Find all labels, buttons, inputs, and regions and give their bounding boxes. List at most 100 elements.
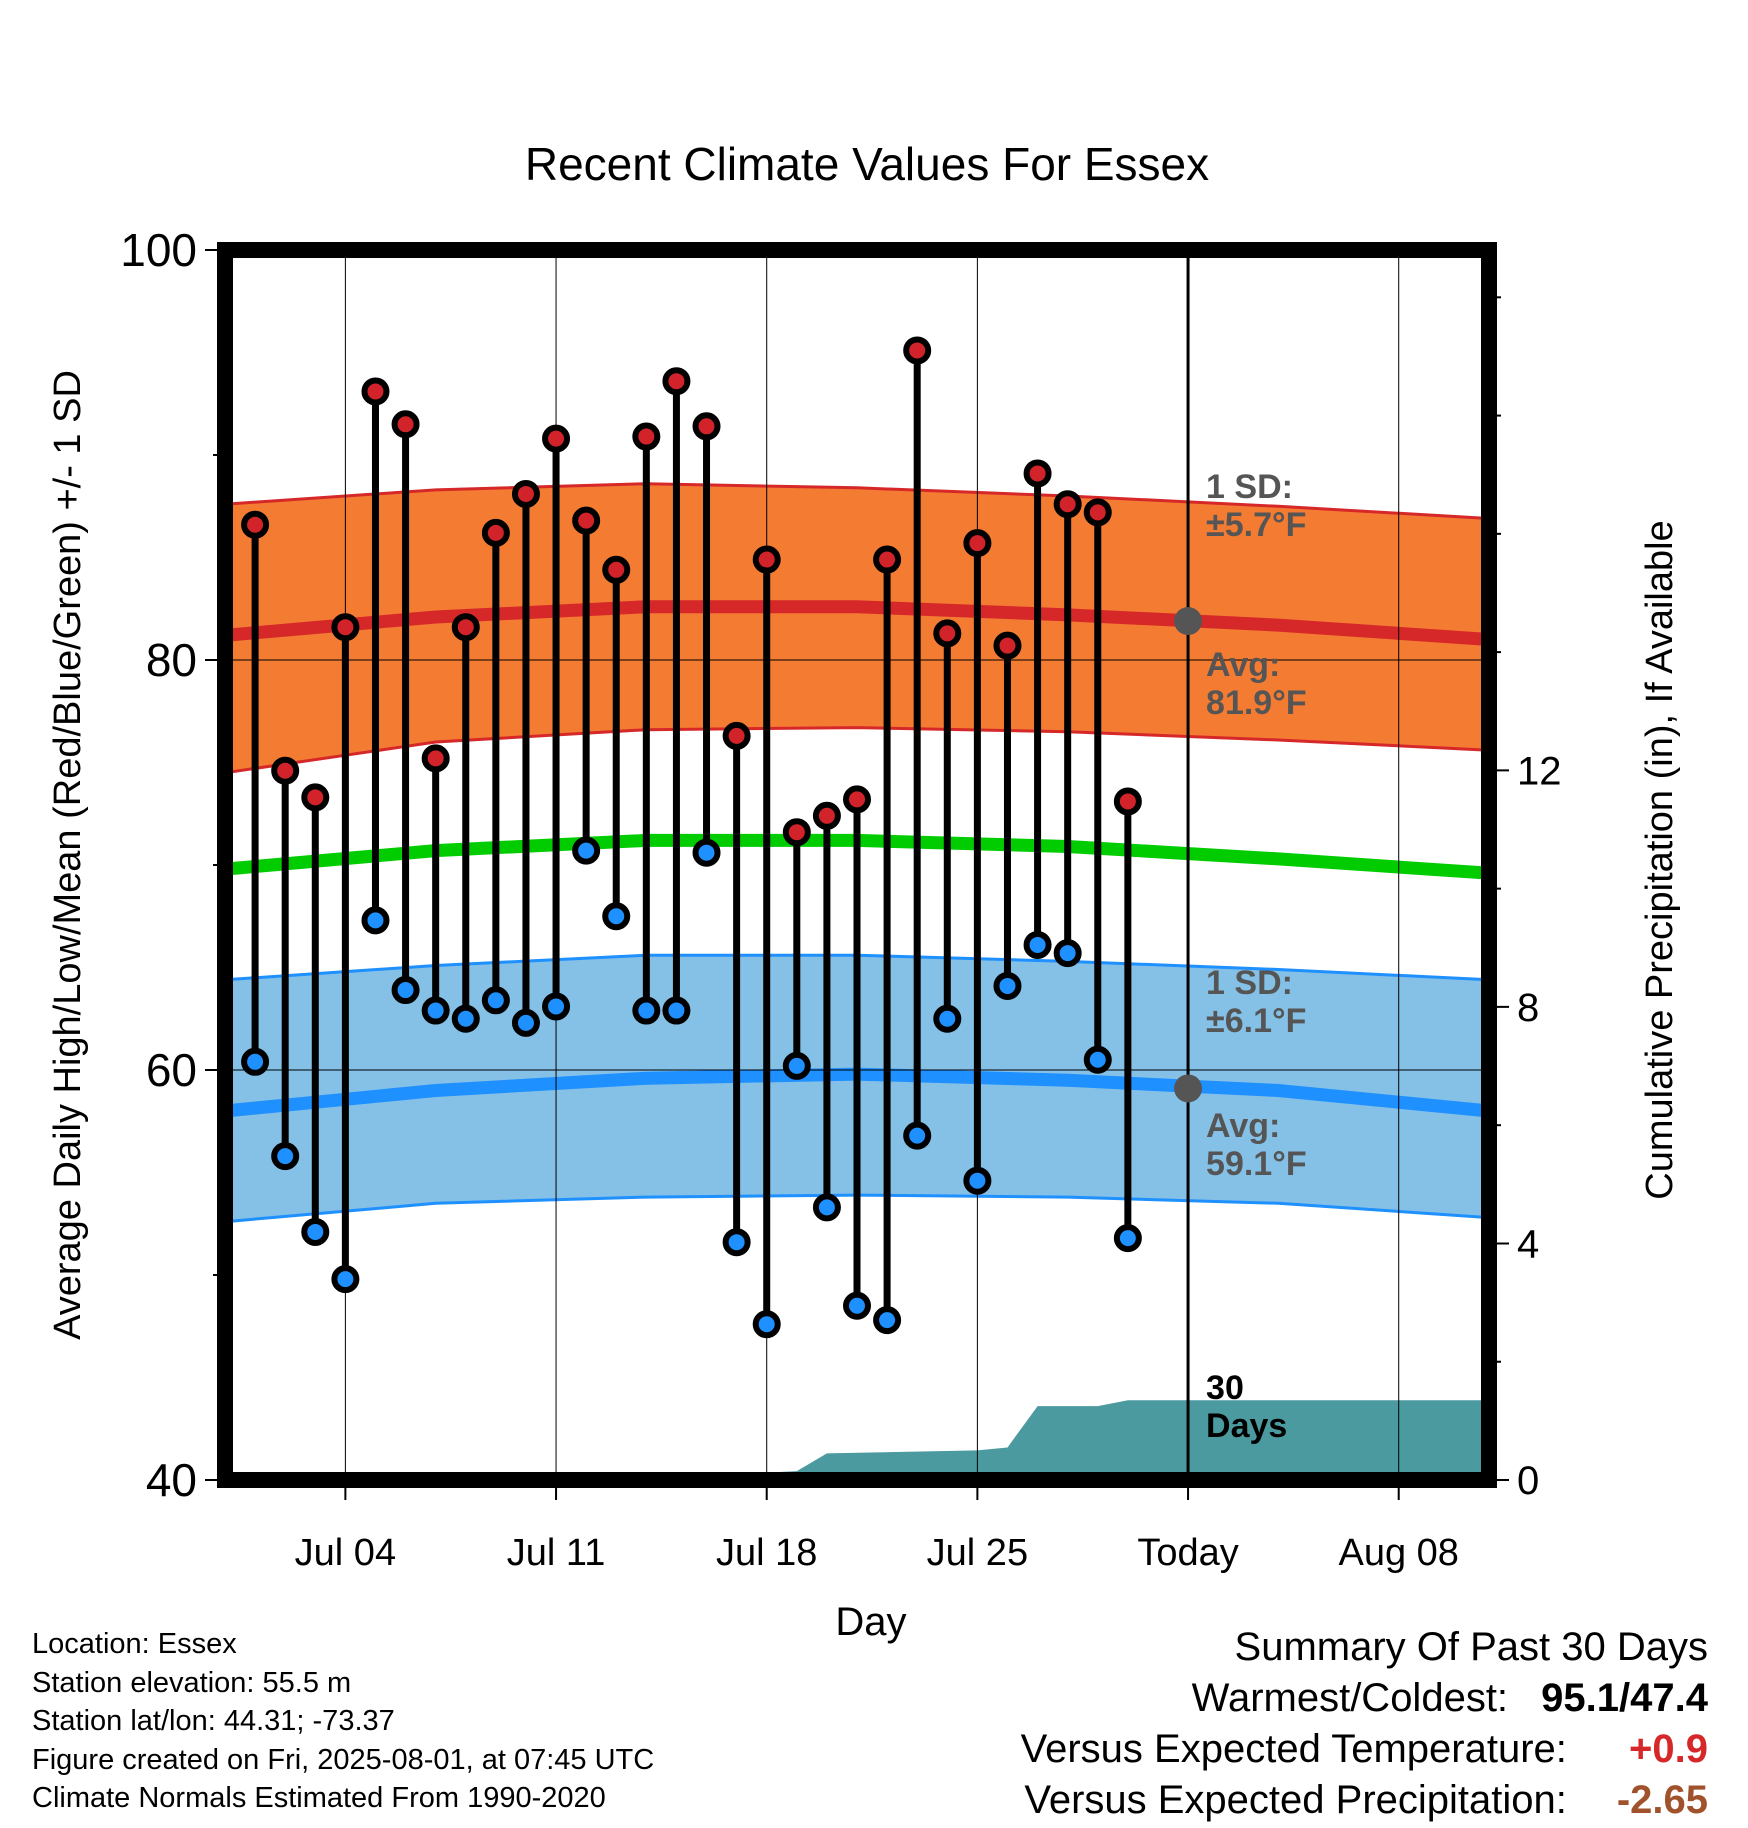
daily-high-point (451, 613, 480, 642)
y-left-tick-label: 40 (146, 1454, 197, 1506)
high-sd-upper-line (224, 482, 1490, 520)
today-low-avg-marker (1174, 1074, 1203, 1103)
daily-low-point (692, 838, 721, 867)
warm-cold-value: 95.1/47.4 (1541, 1676, 1708, 1720)
warm-cold-label: Warmest/Coldest: (1191, 1676, 1509, 1720)
daily-high-point (903, 336, 932, 365)
precip-value: -2.65 (1616, 1778, 1708, 1822)
y-left-tick-label: 100 (120, 224, 197, 276)
daily-low-point (602, 902, 631, 931)
x-tick-label: Aug 08 (1338, 1532, 1458, 1574)
temp-label: Versus Expected Temperature: (1020, 1727, 1567, 1771)
daily-low-point (782, 1051, 811, 1080)
daily-high-point (933, 619, 962, 648)
daily-high-point (1053, 490, 1082, 519)
days-annotation: 30 Days (1206, 1369, 1287, 1445)
daily-low-point (1053, 939, 1082, 968)
precip-label: Versus Expected Precipitation: (1024, 1778, 1567, 1822)
low-avg-annotation: Avg: 59.1°F (1206, 1107, 1307, 1183)
daily-low-point (301, 1217, 330, 1246)
created-text: Figure created on Fri, 2025-08-01, at 07… (32, 1743, 655, 1776)
daily-high-point (391, 410, 420, 439)
y-axis-left-label: Average Daily High/Low/Mean (Red/Blue/Gr… (47, 370, 89, 1340)
daily-low-point (451, 1004, 480, 1033)
high-avg-annotation: Avg: 81.9°F (1206, 646, 1307, 722)
precip-area (225, 1400, 1489, 1480)
daily-low-point (271, 1142, 300, 1171)
daily-low-point (843, 1291, 871, 1320)
daily-high-point (1113, 787, 1142, 816)
summary-temp: Versus Expected Temperature: +0.9 (1021, 1724, 1708, 1775)
daily-high-point (572, 506, 601, 535)
summary-panel: Summary Of Past 30 Days Warmest/Coldest:… (1021, 1622, 1708, 1826)
high-sd-annotation: 1 SD: ±5.7°F (1206, 468, 1306, 544)
daily-high-point (1083, 498, 1112, 527)
y-right-tick-label: 4 (1517, 1222, 1539, 1266)
x-tick-label: Jul 11 (507, 1532, 606, 1574)
daily-low-point (1083, 1045, 1112, 1074)
y-right-tick-label: 12 (1517, 749, 1562, 793)
daily-high-point (542, 424, 571, 453)
daily-high-point (331, 613, 360, 642)
daily-high-point (843, 785, 871, 814)
y-axis-right-label: Cumulative Precipitation (in), If Availa… (1639, 520, 1681, 1199)
daily-low-point (933, 1004, 962, 1033)
high-sd-lower-line (224, 726, 1490, 775)
daily-high-point (361, 377, 390, 406)
daily-high-point (662, 367, 691, 396)
daily-low-point (391, 976, 420, 1005)
daily-low-point (993, 971, 1022, 1000)
daily-low-point (812, 1193, 841, 1222)
daily-high-point (993, 631, 1022, 660)
low-sd-annotation: 1 SD: ±6.1°F (1206, 964, 1306, 1040)
y-right-tick-label: 0 (1517, 1459, 1539, 1503)
daily-high-point (241, 510, 270, 539)
daily-low-point (421, 996, 450, 1025)
daily-high-point (692, 412, 721, 441)
daily-low-point (873, 1306, 902, 1335)
today-high-avg-marker (1174, 607, 1203, 636)
high-normal-line (224, 600, 1490, 646)
daily-low-point (722, 1228, 751, 1257)
daily-high-point (782, 818, 811, 847)
daily-low-point (632, 996, 661, 1025)
daily-high-point (963, 529, 992, 558)
x-tick-label: Jul 25 (927, 1532, 1028, 1574)
daily-low-point (241, 1047, 270, 1076)
daily-high-point (271, 756, 300, 785)
y-right-tick-label: 8 (1517, 986, 1539, 1030)
high-sd-band (225, 483, 1489, 773)
y-left-tick-label: 80 (146, 634, 197, 686)
latlon-text: Station lat/lon: 44.31; -73.37 (32, 1705, 395, 1737)
daily-low-point (752, 1310, 781, 1339)
daily-low-point (331, 1265, 360, 1294)
x-axis-label: Day (835, 1600, 906, 1644)
daily-high-point (812, 801, 841, 830)
normals-text: Climate Normals Estimated From 1990-2020 (32, 1782, 606, 1814)
daily-low-point (481, 986, 510, 1015)
summary-warm-cold: Warmest/Coldest: 95.1/47.4 (1021, 1673, 1708, 1724)
daily-high-point (1023, 459, 1052, 488)
temp-value: +0.9 (1629, 1727, 1708, 1771)
location-text: Location: Essex (32, 1628, 237, 1660)
daily-high-point (511, 479, 540, 508)
daily-high-point (602, 555, 631, 584)
summary-title: Summary Of Past 30 Days (1234, 1625, 1708, 1669)
daily-high-point (301, 783, 330, 812)
daily-high-point (421, 744, 450, 773)
daily-low-point (542, 992, 571, 1021)
daily-low-point (963, 1166, 992, 1195)
station-info: Location: Essex Station elevation: 55.5 … (32, 1625, 654, 1818)
daily-high-point (752, 545, 781, 574)
elevation-text: Station elevation: 55.5 m (32, 1666, 352, 1699)
chart-title: Recent Climate Values For Essex (525, 138, 1209, 190)
x-tick-label: Jul 04 (295, 1532, 396, 1574)
daily-low-point (903, 1121, 932, 1150)
daily-low-point (511, 1008, 540, 1037)
daily-high-point (481, 518, 510, 547)
daily-high-point (722, 721, 751, 750)
daily-low-point (361, 906, 390, 935)
x-tick-label: Today (1137, 1532, 1238, 1574)
daily-low-point (1023, 930, 1052, 959)
